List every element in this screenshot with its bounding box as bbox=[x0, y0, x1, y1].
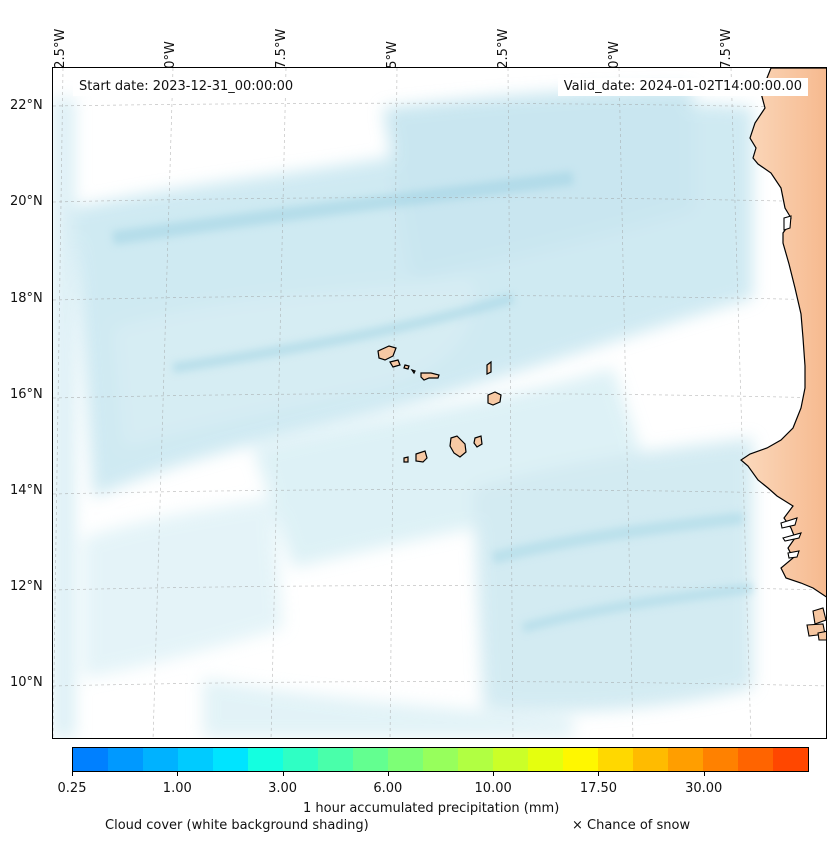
colorbar-tick bbox=[493, 772, 495, 776]
colorbar-segment bbox=[178, 748, 213, 771]
colorbar-segment bbox=[458, 748, 493, 771]
colorbar-segment bbox=[108, 748, 143, 771]
colorbar-tick bbox=[282, 772, 284, 776]
latitude-label: 16°N bbox=[10, 387, 43, 402]
colorbar-segment bbox=[353, 748, 388, 771]
latitude-label: 14°N bbox=[10, 483, 43, 498]
colorbar-tick bbox=[387, 772, 389, 776]
colorbar-label: 1 hour accumulated precipitation (mm) bbox=[303, 801, 560, 816]
colorbar-tick bbox=[703, 772, 705, 776]
cloud-cover-legend: Cloud cover (white background shading) bbox=[105, 818, 369, 833]
colorbar-tick-label: 17.50 bbox=[579, 781, 618, 796]
colorbar-tick-label: 10.00 bbox=[474, 781, 512, 796]
colorbar-segment bbox=[773, 748, 808, 771]
latitude-label: 18°N bbox=[10, 291, 43, 306]
map-canvas bbox=[53, 68, 826, 738]
colorbar-tick-label: 1.00 bbox=[162, 781, 192, 796]
colorbar-segment bbox=[248, 748, 283, 771]
colorbar-segment bbox=[143, 748, 178, 771]
latitude-label: 12°N bbox=[10, 579, 43, 594]
colorbar-tick bbox=[177, 772, 179, 776]
colorbar-segment bbox=[633, 748, 668, 771]
map-panel: Start date: 2023-12-31_00:00:00 Valid_da… bbox=[52, 67, 827, 739]
africa-land bbox=[740, 68, 826, 598]
latitude-label: 22°N bbox=[10, 98, 43, 113]
latitude-label: 20°N bbox=[10, 194, 43, 209]
colorbar-segment bbox=[318, 748, 353, 771]
colorbar-segment bbox=[563, 748, 598, 771]
cloud-shading bbox=[53, 88, 753, 738]
colorbar-tick-label: 3.00 bbox=[268, 781, 298, 796]
colorbar-tick-label: 6.00 bbox=[373, 781, 403, 796]
colorbar-segment bbox=[423, 748, 458, 771]
cloud-streaks bbox=[112, 171, 754, 633]
colorbar-segment bbox=[668, 748, 703, 771]
colorbar-tick-label: 30.00 bbox=[685, 781, 723, 796]
river-inlets bbox=[780, 215, 802, 559]
colorbar-tick-label: 0.25 bbox=[57, 781, 87, 796]
colorbar-segment bbox=[598, 748, 633, 771]
precipitation-colorbar bbox=[72, 747, 809, 772]
coastal-islands bbox=[806, 607, 826, 641]
colorbar-segment bbox=[738, 748, 773, 771]
colorbar-tick bbox=[598, 772, 600, 776]
snow-legend: × Chance of snow bbox=[572, 818, 691, 833]
colorbar-segment bbox=[528, 748, 563, 771]
colorbar-tick bbox=[72, 772, 73, 776]
colorbar-segment bbox=[213, 748, 248, 771]
colorbar-segment bbox=[388, 748, 423, 771]
colorbar-segment bbox=[283, 748, 318, 771]
colorbar-segment bbox=[73, 748, 108, 771]
cape-verde-islands bbox=[377, 345, 502, 463]
valid-date-label: Valid_date: 2024-01-02T14:00:00.00 bbox=[557, 78, 808, 96]
graticule bbox=[53, 68, 826, 738]
colorbar-segment bbox=[703, 748, 738, 771]
colorbar-segment bbox=[493, 748, 528, 771]
latitude-label: 10°N bbox=[10, 675, 43, 690]
start-date-label: Start date: 2023-12-31_00:00:00 bbox=[73, 78, 300, 96]
